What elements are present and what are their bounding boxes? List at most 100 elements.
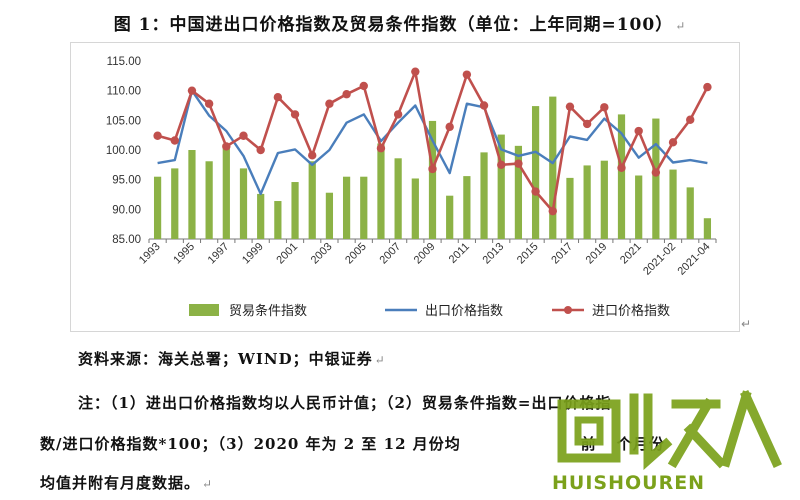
import-price-point: [479, 101, 489, 110]
watermark-logo: HUISHOUREN: [548, 390, 783, 500]
trade-terms-bar: [549, 96, 557, 239]
y-tick-label: 85.00: [112, 234, 141, 246]
trade-terms-bar: [463, 176, 471, 239]
trade-terms-bar: [669, 169, 677, 239]
import-price-point: [342, 90, 351, 99]
export-price-line: [157, 89, 708, 196]
trade-terms-bar: [566, 177, 574, 239]
x-tick-label: 1997: [206, 241, 232, 267]
trade-terms-bar: [703, 218, 712, 239]
y-tick-label: 105.00: [106, 115, 141, 127]
x-tick-label: 2001: [274, 241, 300, 267]
import-price-point: [411, 67, 420, 76]
x-tick-label: 2021: [618, 241, 644, 267]
x-tick-label: 1999: [240, 241, 266, 267]
watermark-text: HUISHOUREN: [552, 472, 706, 494]
trade-terms-bar: [291, 182, 299, 239]
import-price-point: [308, 151, 317, 160]
import-price-point: [273, 92, 283, 102]
trade-terms-bar: [686, 187, 694, 239]
note-line-3: 均值并附有月度数据。 ↵: [40, 474, 214, 492]
trade-terms-bar: [360, 176, 368, 239]
trade-terms-bar: [342, 176, 351, 239]
x-tick-label: 2019: [584, 241, 610, 267]
import-price-point: [376, 144, 386, 153]
y-tick-label: 90.00: [112, 204, 141, 216]
x-tick-label: 2013: [481, 241, 507, 267]
import-price-point: [703, 82, 712, 92]
trade-terms-bar: [274, 201, 282, 239]
figure-caption: 图 1：中国进出口价格指数及贸易条件指数（单位：上年同期=100） ↵: [113, 15, 687, 35]
trade-terms-bar: [411, 178, 419, 239]
x-tick-label: 2005: [343, 241, 369, 267]
import-price-point: [617, 163, 626, 172]
import-price-point: [428, 164, 437, 174]
trade-terms-bar: [222, 144, 230, 239]
source-note: 资料来源：海关总署；WIND；中银证券 ↵: [78, 350, 386, 368]
import-price-point: [634, 126, 643, 136]
import-price-point: [686, 115, 695, 124]
trade-terms-bar: [325, 192, 334, 239]
trade-terms-bar: [652, 118, 660, 239]
x-tick-label: 2007: [377, 241, 403, 267]
import-price-point: [565, 102, 575, 111]
trade-terms-bar: [497, 134, 505, 239]
trade-terms-bar: [617, 114, 626, 239]
trade-terms-bar: [377, 143, 385, 239]
import-price-point: [359, 81, 368, 91]
import-price-point: [548, 206, 557, 216]
chart-para-mark: ↵: [740, 317, 751, 331]
legend-label: 出口价格指数: [425, 303, 503, 319]
trade-terms-bar: [514, 145, 523, 239]
import-price-point: [651, 168, 661, 177]
x-tick-label: 1995: [171, 241, 197, 267]
x-tick-label: 2017: [549, 241, 575, 267]
y-tick-label: 100.00: [106, 145, 141, 157]
chart-frame: 85.00 90.00 95.00 100.00 105.00 110.00 115.00 1…: [70, 42, 751, 332]
trade-terms-bar: [583, 165, 591, 239]
import-price-point: [204, 99, 214, 108]
trade-terms-bar: [531, 106, 540, 239]
y-tick-label: 95.00: [112, 175, 141, 187]
trade-terms-bar: [480, 152, 488, 239]
trade-terms-bar: [205, 161, 213, 239]
import-price-point: [531, 187, 540, 196]
import-price-point: [445, 122, 454, 132]
trade-terms-bar: [188, 150, 196, 239]
import-price-point: [239, 131, 248, 140]
trade-terms-bar: [239, 168, 248, 239]
import-price-point: [582, 119, 592, 129]
import-price-point: [290, 110, 300, 119]
trade-terms-bar: [428, 120, 437, 239]
trade-terms-bar: [308, 161, 316, 239]
import-price-point: [256, 145, 265, 155]
x-tick-label: 2021-04: [675, 241, 712, 278]
import-price-point: [170, 136, 179, 145]
import-price-point: [462, 70, 472, 79]
note-line-1: 注：（1）进出口价格指数均以人民币计值；（2）贸易条件指数=出口价格指: [78, 394, 612, 412]
legend-label: 贸易条件指数: [229, 303, 307, 319]
trade-terms-bar: [635, 175, 643, 239]
trade-terms-bar: [394, 158, 402, 239]
x-tick-label: 2009: [412, 241, 438, 267]
trade-terms-bar: [171, 168, 179, 239]
trade-terms-bar: [600, 160, 608, 239]
legend-marker-import: [564, 306, 572, 314]
import-price-point: [668, 138, 678, 147]
trade-terms-bar: [257, 193, 265, 239]
import-price-point: [222, 142, 231, 151]
import-price-point: [497, 160, 506, 170]
legend-label: 进口价格指数: [592, 303, 670, 319]
trade-terms-bar: [153, 176, 162, 239]
combo-chart: 85.00 90.00 95.00 100.00 105.00 110.00 115.00 1…: [106, 56, 717, 319]
x-tick-label: 2003: [309, 241, 335, 267]
import-price-point: [153, 131, 162, 140]
import-price-point: [187, 86, 197, 95]
x-tick-label: 2015: [515, 241, 541, 267]
import-price-point: [600, 103, 609, 112]
import-price-point: [393, 110, 403, 119]
recycle-logo-icon: [557, 390, 782, 470]
y-tick-label: 110.00: [107, 86, 141, 98]
x-tick-label: 2021-02: [641, 241, 678, 278]
legend-swatch-trade-terms: [189, 304, 219, 316]
